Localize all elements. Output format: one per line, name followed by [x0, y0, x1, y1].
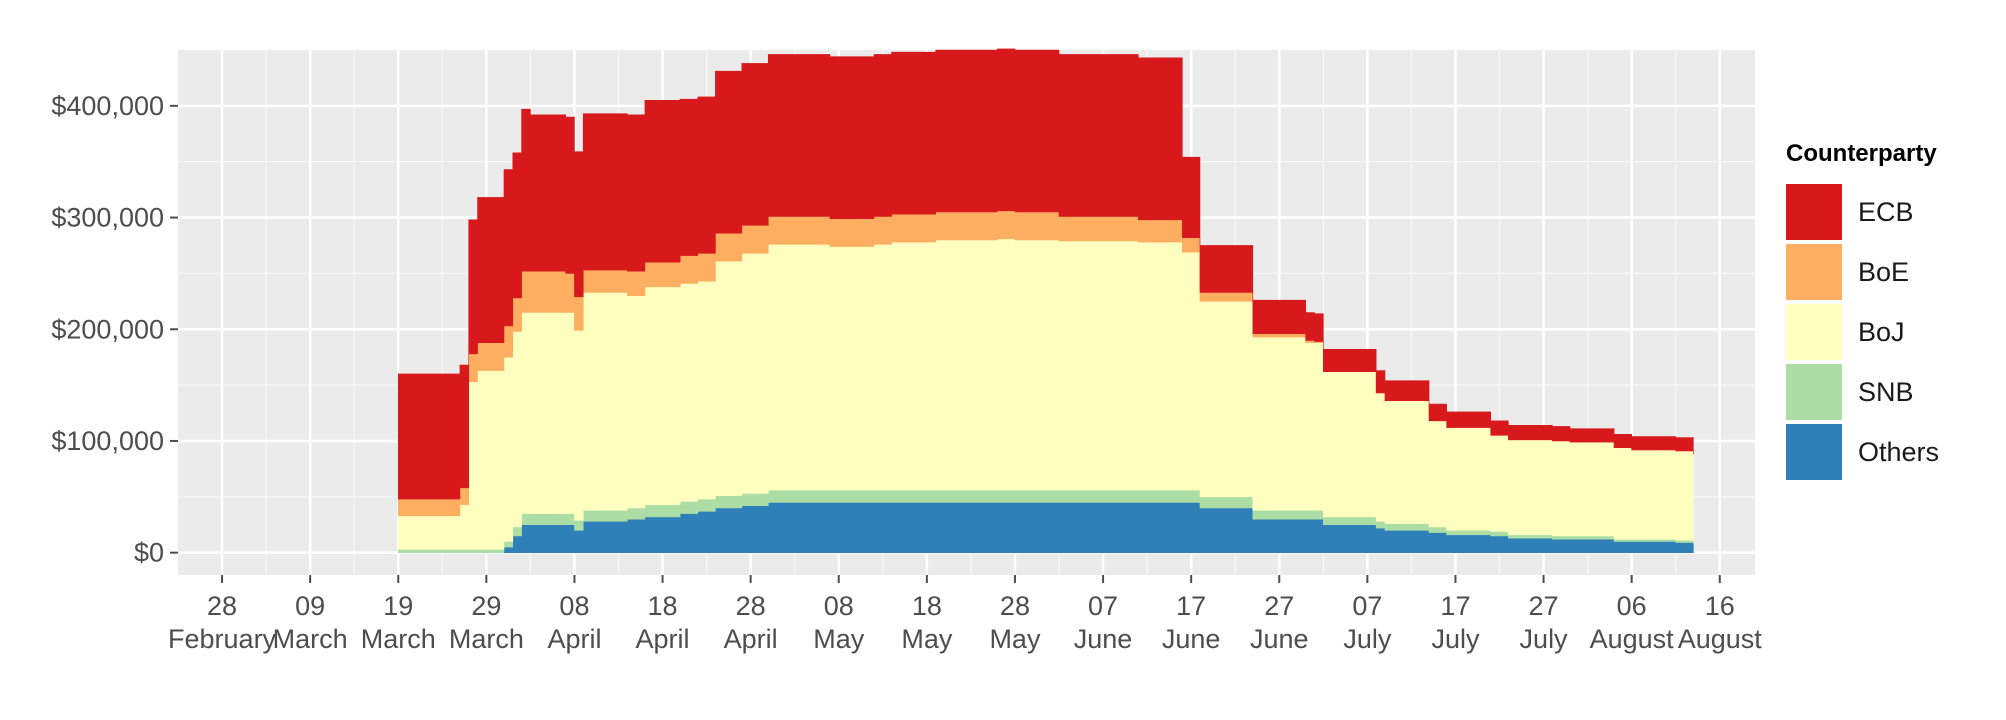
x-tick-day: 06: [1617, 591, 1647, 621]
x-tick-label: 08 April: [547, 591, 601, 654]
x-tick-label: 29 March: [449, 591, 524, 654]
x-tick-label: 08 May: [813, 591, 865, 654]
x-tick-label: 18 May: [901, 591, 953, 654]
x-tick-day: 08: [559, 591, 589, 621]
x-tick-month: July: [1343, 624, 1392, 654]
legend-items: ECB BoE BoJ SNB Others: [1786, 182, 1939, 482]
x-tick-month: February: [168, 624, 277, 654]
x-tick-month: March: [273, 624, 348, 654]
x-tick-day: 28: [1000, 591, 1030, 621]
legend-swatch: [1786, 184, 1842, 240]
y-tick-label: $300,000: [51, 203, 164, 233]
x-tick-label: 17 July: [1431, 591, 1480, 654]
legend-title: Counterparty: [1786, 140, 1937, 167]
x-tick-label: 07 July: [1343, 591, 1392, 654]
legend-label: SNB: [1858, 376, 1914, 407]
x-tick-day: 18: [648, 591, 678, 621]
x-tick-label: 28 February: [168, 591, 277, 654]
y-tick-label: $400,000: [51, 91, 164, 121]
x-tick-label: 19 March: [361, 591, 436, 654]
x-tick-month: August: [1590, 624, 1675, 654]
legend-item-snb: SNB: [1786, 362, 1939, 422]
x-tick-month: June: [1250, 624, 1309, 654]
x-tick-label: 27 June: [1250, 591, 1309, 654]
x-tick-label: 28 April: [724, 591, 778, 654]
x-tick-month: June: [1074, 624, 1133, 654]
x-tick-label: 17 June: [1162, 591, 1221, 654]
x-tick-day: 27: [1529, 591, 1559, 621]
x-tick-month: May: [901, 624, 953, 654]
x-tick-day: 07: [1352, 591, 1382, 621]
legend-label: BoJ: [1858, 316, 1905, 347]
x-tick-label: 16 August: [1678, 591, 1763, 654]
x-tick-month: May: [989, 624, 1041, 654]
x-tick-day: 09: [295, 591, 325, 621]
legend-swatch: [1786, 424, 1842, 480]
x-tick-month: April: [724, 624, 778, 654]
x-tick-label: 09 March: [273, 591, 348, 654]
legend: Counterparty ECB BoE BoJ SNB Others: [1786, 140, 1939, 482]
y-tick-label: $200,000: [51, 314, 164, 344]
x-tick-day: 17: [1176, 591, 1206, 621]
legend-item-boe: BoE: [1786, 242, 1939, 302]
x-tick-day: 27: [1264, 591, 1294, 621]
x-tick-day: 18: [912, 591, 942, 621]
x-tick-month: August: [1678, 624, 1763, 654]
legend-label: ECB: [1858, 196, 1914, 227]
x-tick-label: 18 April: [636, 591, 690, 654]
x-tick-day: 08: [824, 591, 854, 621]
x-tick-day: 29: [471, 591, 501, 621]
x-tick-day: 28: [207, 591, 237, 621]
legend-label: Others: [1858, 436, 1940, 467]
legend-item-others: Others: [1786, 422, 1939, 482]
area-ecb: [397, 48, 1694, 500]
x-tick-label: 06 August: [1590, 591, 1675, 654]
legend-label: BoE: [1858, 256, 1910, 287]
x-tick-day: 17: [1440, 591, 1470, 621]
x-tick-label: 07 June: [1074, 591, 1133, 654]
x-tick-month: July: [1520, 624, 1569, 654]
x-tick-month: March: [361, 624, 436, 654]
legend-item-ecb: ECB: [1786, 182, 1939, 242]
y-tick-label: $100,000: [51, 426, 164, 456]
x-tick-month: July: [1431, 624, 1480, 654]
legend-swatch: [1786, 364, 1842, 420]
x-tick-month: April: [636, 624, 690, 654]
x-tick-day: 07: [1088, 591, 1118, 621]
y-tick-label: $0: [134, 538, 164, 568]
x-tick-label: 28 May: [989, 591, 1041, 654]
x-tick-month: March: [449, 624, 524, 654]
x-tick-day: 28: [736, 591, 766, 621]
legend-swatch: [1786, 244, 1842, 300]
legend-item-boj: BoJ: [1786, 302, 1939, 362]
x-tick-month: May: [813, 624, 865, 654]
x-tick-month: April: [547, 624, 601, 654]
legend-swatch: [1786, 304, 1842, 360]
area-series: [397, 48, 1694, 553]
x-tick-day: 16: [1705, 591, 1735, 621]
x-tick-label: 27 July: [1520, 591, 1569, 654]
x-tick-month: June: [1162, 624, 1221, 654]
x-tick-day: 19: [383, 591, 413, 621]
